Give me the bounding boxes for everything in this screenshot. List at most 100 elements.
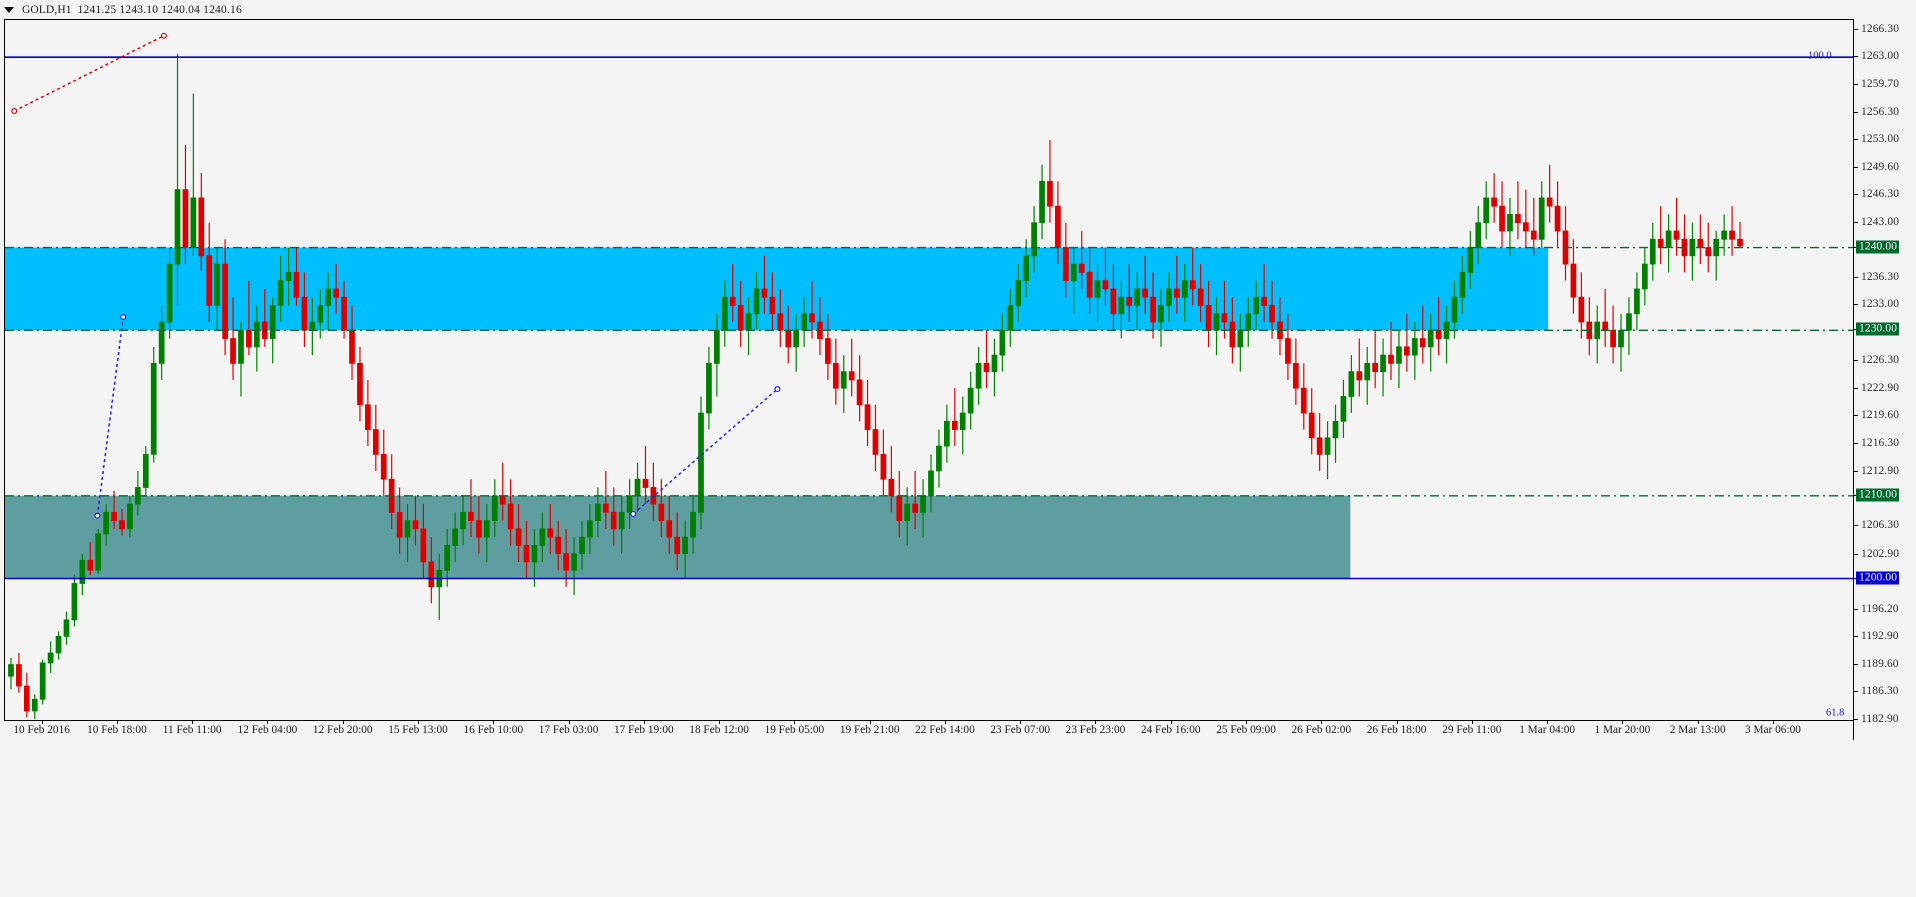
- time-axis-tick: [1095, 721, 1097, 724]
- time-axis-label: 25 Feb 09:00: [1216, 724, 1276, 736]
- price-axis-label: 1202.90: [1861, 547, 1900, 560]
- price-axis-tick: [1854, 56, 1858, 58]
- price-axis-tick: [1854, 277, 1858, 279]
- price-axis[interactable]: 1266.30 1263.00 1259.70 1256.30 1253.00 1249.…: [1808, 19, 1916, 740]
- time-axis-tick: [869, 721, 871, 724]
- time-axis-tick: [192, 721, 194, 724]
- time-axis-tick: [1321, 721, 1323, 724]
- time-axis[interactable]: 10 Feb 2016 10 Feb 18:00 11 Feb 11:00 12 Fe…: [4, 720, 1853, 740]
- time-axis-label: 24 Feb 16:00: [1140, 724, 1201, 736]
- time-axis-label: 19 Feb 21:00: [839, 724, 900, 736]
- price-axis-label: 1219.60: [1861, 409, 1900, 422]
- time-axis-label: 11 Feb 11:00: [162, 724, 222, 736]
- descending-resistance-line[interactable]: [13, 35, 165, 112]
- time-axis-label: 17 Feb 03:00: [538, 724, 599, 736]
- time-axis-label: 15 Feb 13:00: [388, 724, 448, 736]
- triangle-down-icon[interactable]: [4, 6, 14, 13]
- trendline-anchor-point[interactable]: [774, 386, 781, 393]
- time-axis-tick: [643, 721, 645, 724]
- time-axis-tick: [1547, 721, 1549, 724]
- price-axis-tick: [1854, 83, 1858, 85]
- price-axis-label: 1182.90: [1861, 713, 1899, 725]
- time-axis-tick: [342, 721, 344, 724]
- price-axis-tick: [1854, 690, 1858, 692]
- price-axis-tick: [1854, 194, 1858, 196]
- ascending-support-line-1[interactable]: [96, 316, 125, 516]
- time-axis-label: 17 Feb 19:00: [614, 724, 674, 736]
- time-axis-label: 3 Mar 06:00: [1745, 724, 1801, 736]
- time-axis-tick: [267, 721, 269, 724]
- time-axis-label: 10 Feb 18:00: [87, 724, 147, 736]
- fibonacci-level-label: 61.8: [1826, 707, 1845, 719]
- price-tag-highlighted[interactable]: 1200.00: [1856, 571, 1900, 584]
- price-axis-label: 1249.60: [1861, 161, 1900, 174]
- time-axis-tick: [568, 721, 570, 724]
- price-axis-tick: [1854, 28, 1858, 30]
- resistance-zone[interactable]: [5, 247, 1549, 331]
- time-axis-label: 19 Feb 05:00: [764, 724, 825, 736]
- time-axis-label: 23 Feb 07:00: [990, 724, 1051, 736]
- price-axis-tick: [1854, 388, 1858, 390]
- trendline-anchor-point[interactable]: [94, 512, 101, 519]
- time-axis-tick: [1246, 721, 1248, 724]
- price-tag-highlighted[interactable]: 1210.00: [1856, 488, 1900, 502]
- time-axis-label: 23 Feb 23:00: [1065, 724, 1126, 736]
- chart-plot-area[interactable]: [4, 19, 1853, 720]
- time-axis-tick: [794, 721, 796, 724]
- price-axis-label: 1212.90: [1861, 464, 1900, 477]
- price-axis-label: 1186.30: [1861, 684, 1899, 697]
- price-axis-label: 1222.90: [1861, 382, 1900, 395]
- time-axis-label: 1 Mar 04:00: [1519, 724, 1576, 736]
- time-axis-label: 1 Mar 20:00: [1594, 724, 1651, 736]
- price-axis-label: 1192.90: [1861, 630, 1899, 643]
- time-axis-label: 26 Feb 18:00: [1366, 724, 1427, 736]
- time-axis-label: 12 Feb 20:00: [312, 724, 373, 736]
- trendline-anchor-point[interactable]: [120, 314, 127, 321]
- time-axis-label: 2 Mar 13:00: [1669, 724, 1726, 736]
- time-axis-tick: [1170, 721, 1172, 724]
- price-axis-label: 1236.30: [1861, 271, 1900, 284]
- price-tag-highlighted[interactable]: 1240.00: [1856, 240, 1900, 254]
- time-axis-label: 22 Feb 14:00: [915, 724, 975, 736]
- trendline-anchor-point[interactable]: [160, 32, 167, 39]
- time-axis-label: 26 Feb 02:00: [1291, 724, 1352, 736]
- price-axis-tick: [1854, 167, 1858, 169]
- trendline-anchor-point[interactable]: [630, 510, 637, 517]
- price-axis-tick: [1854, 553, 1858, 555]
- price-axis-tick: [1854, 304, 1858, 306]
- price-axis-tick: [1854, 111, 1858, 113]
- time-axis-tick: [1622, 721, 1624, 724]
- chart-ohlc-values: 1241.25 1243.10 1240.04 1240.16: [77, 3, 242, 16]
- price-axis-tick: [1854, 442, 1858, 444]
- chart-symbol-label: GOLD,H1: [22, 3, 72, 16]
- candlestick-canvas: [5, 32, 1853, 720]
- price-axis-tick: [1854, 470, 1858, 472]
- price-axis-tick: [1854, 608, 1858, 610]
- price-axis-label: 1263.00: [1861, 50, 1900, 63]
- chart-frame: 1266.30 1263.00 1259.70 1256.30 1253.00 1249.…: [0, 19, 1916, 897]
- ascending-support-line-2[interactable]: [632, 388, 778, 515]
- price-axis-tick: [1854, 525, 1858, 527]
- price-axis-tick: [1854, 359, 1858, 361]
- time-axis-tick: [1020, 721, 1022, 724]
- price-axis-label: 1206.30: [1861, 519, 1900, 532]
- price-tag-highlighted[interactable]: 1230.00: [1856, 322, 1900, 336]
- time-axis-tick: [41, 721, 43, 724]
- price-axis-label: 1196.20: [1861, 602, 1899, 615]
- candle-series: [8, 53, 1743, 720]
- time-axis-tick: [944, 721, 946, 724]
- time-axis-tick: [1396, 721, 1398, 724]
- price-axis-tick: [1854, 663, 1858, 665]
- trendline-anchor-point[interactable]: [11, 108, 18, 115]
- price-axis-label: 1189.60: [1861, 657, 1899, 670]
- chart-title-bar: GOLD,H1 1241.25 1243.10 1240.04 1240.16: [0, 0, 1916, 19]
- time-axis-label: 16 Feb 10:00: [463, 724, 524, 736]
- price-axis-label: 1233.00: [1861, 298, 1900, 311]
- price-axis-label: 1253.00: [1861, 132, 1900, 145]
- price-axis-label: 1256.30: [1861, 105, 1900, 118]
- price-axis-tick: [1854, 415, 1858, 417]
- time-axis-label: 10 Feb 2016: [13, 724, 70, 736]
- price-axis-label: 1259.70: [1861, 77, 1900, 90]
- price-axis-label: 1266.30: [1861, 22, 1900, 35]
